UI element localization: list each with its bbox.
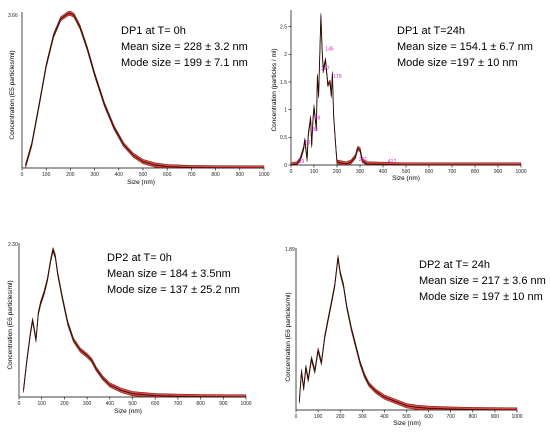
annotation-title: DP1 at T= 0h <box>121 25 186 37</box>
annotation-mean: Mean size = 184 ± 3.5nm <box>107 268 231 280</box>
peak-label: 127 <box>321 66 330 72</box>
peak-label: 179 <box>333 74 342 80</box>
x-axis-title: Size (nm) <box>392 175 420 182</box>
x-tick-label: 900 <box>494 169 503 175</box>
x-tick-label: 200 <box>60 401 69 407</box>
x-tick-label: 700 <box>174 401 183 407</box>
annotation-title: DP1 at T=24h <box>397 25 465 37</box>
series-line <box>298 257 518 411</box>
x-tick-label: 1000 <box>240 401 251 407</box>
chart-area: 0 100 200 300 400 500 600 700 800 900 1000 0 0.5 1 1.5… <box>280 10 527 175</box>
x-tick-label: 700 <box>187 172 196 178</box>
x-tick-label: 700 <box>448 169 457 175</box>
annotation-mode: Mode size = 199 ± 7.1 nm <box>121 57 248 69</box>
x-tick-label: 0 <box>290 169 293 175</box>
chart-area: 0 100 200 300 400 500 600 700 800 900 1000 <box>18 243 252 407</box>
x-tick-label: 600 <box>151 401 160 407</box>
y-tick-label: 2.5 <box>280 24 287 30</box>
x-tick-label: 400 <box>379 169 388 175</box>
annotation-mean: Mean size = 228 ± 3.2 nm <box>121 41 248 53</box>
annotation-mode: Mode size =197 ± 10 nm <box>397 57 518 69</box>
x-tick-label: 400 <box>115 172 124 178</box>
x-tick-label: 900 <box>491 414 500 420</box>
annotation-mean: Mean size = 217 ± 3.6 nm <box>419 275 546 287</box>
x-tick-label: 900 <box>219 401 228 407</box>
x-tick-label: 100 <box>310 169 319 175</box>
series-line <box>23 248 247 398</box>
x-tick-label: 500 <box>128 401 137 407</box>
x-tick-label: 300 <box>356 169 365 175</box>
annotation-mode: Mode size = 197 ± 10 nm <box>419 291 543 303</box>
x-tick-label: 300 <box>358 414 367 420</box>
x-tick-label: 400 <box>106 401 115 407</box>
x-tick-label: 500 <box>402 414 411 420</box>
panel-dp2-t24: 0 100 200 300 400 500 600 700 800 900 1000 1.89 Si… <box>285 247 546 427</box>
x-tick-label: 600 <box>425 169 434 175</box>
peak-label: 88 <box>312 127 318 133</box>
y-top-label: 3.66 <box>8 13 18 19</box>
x-tick-label: 200 <box>336 414 345 420</box>
x-tick-label: 100 <box>38 401 47 407</box>
x-tick-label: 800 <box>469 414 478 420</box>
x-tick-label: 200 <box>66 172 75 178</box>
annotation-title: DP2 at T= 0h <box>107 252 172 264</box>
y-axis-title: Concentration (E5 particles/ml) <box>9 50 16 139</box>
x-tick-label: 600 <box>424 414 433 420</box>
peak-label: 417 <box>388 159 397 165</box>
annotation-mean: Mean size = 154.1 ± 6.7 nm <box>397 41 533 53</box>
x-tick-label: 300 <box>83 401 92 407</box>
x-tick-label: 500 <box>402 169 411 175</box>
panel-dp2-t0: 0 100 200 300 400 500 600 700 800 900 1000 2.30 Si… <box>7 242 252 415</box>
y-tick-label: 0.5 <box>280 135 287 141</box>
peak-label: 57 <box>305 141 311 147</box>
x-tick-label: 600 <box>163 172 172 178</box>
x-tick-label: 400 <box>380 414 389 420</box>
peak-label: 99 <box>315 116 321 122</box>
y-tick-label: 0 <box>284 163 287 169</box>
x-tick-label: 1000 <box>511 414 522 420</box>
chart-area: 0 100 200 300 400 500 600 700 800 900 1000 <box>21 10 270 178</box>
x-tick-label: 1000 <box>258 172 269 178</box>
annotation-title: DP2 at T= 24h <box>419 259 490 271</box>
y-axis-title: Concentration (E6 particles/ml) <box>285 292 292 381</box>
x-tick-label: 200 <box>333 169 342 175</box>
x-tick-label: 0 <box>21 172 24 178</box>
y-tick-label: 2 <box>284 52 287 58</box>
series-line <box>25 12 265 169</box>
peak-label: 145 <box>325 47 334 53</box>
x-axis-title: Size (nm) <box>393 420 421 427</box>
x-tick-label: 100 <box>42 172 51 178</box>
x-axis-title: Size (nm) <box>114 408 142 415</box>
x-tick-label: 500 <box>139 172 148 178</box>
y-axis-title: Concentration (particles / ml) <box>271 48 278 131</box>
x-axis-title: Size (nm) <box>127 179 155 186</box>
peak-label: 29 <box>299 159 305 165</box>
y-top-label: 2.30 <box>8 242 18 248</box>
y-tick-label: 1 <box>284 107 287 113</box>
x-tick-label: 700 <box>447 414 456 420</box>
y-axis-title: Concentration (E6 particles/ml) <box>7 280 14 369</box>
x-tick-label: 800 <box>471 169 480 175</box>
panel-dp1-t24: 0 100 200 300 400 500 600 700 800 900 1000 0 0.5 1 1.5… <box>271 10 533 182</box>
x-tick-label: 0 <box>295 414 298 420</box>
x-tick-label: 100 <box>314 414 323 420</box>
series-line <box>290 15 521 166</box>
y-tick-label: 1.5 <box>280 80 287 86</box>
x-tick-label: 900 <box>236 172 245 178</box>
peak-label: 291 <box>359 157 368 163</box>
annotation-mode: Mode size = 137 ± 25.2 nm <box>107 284 240 296</box>
chart-area: 0 100 200 300 400 500 600 700 800 900 1000 <box>295 248 523 420</box>
x-tick-label: 800 <box>211 172 220 178</box>
x-tick-label: 0 <box>18 401 21 407</box>
x-tick-label: 300 <box>90 172 99 178</box>
panel-dp1-t0: 0 100 200 300 400 500 600 700 800 900 1000 3.66 Si… <box>8 10 270 186</box>
y-top-label: 1.89 <box>285 247 295 253</box>
x-tick-label: 800 <box>196 401 205 407</box>
x-tick-label: 1000 <box>515 169 526 175</box>
